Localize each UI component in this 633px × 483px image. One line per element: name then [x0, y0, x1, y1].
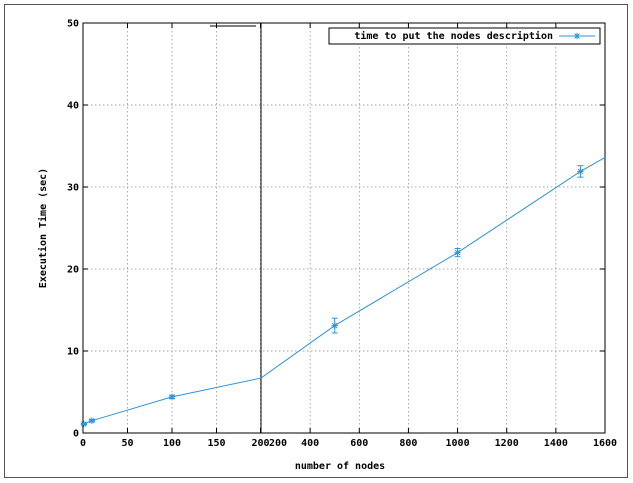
- x-tick-label: 1000: [446, 438, 470, 449]
- y-tick-label: 10: [67, 347, 79, 358]
- data-point: [80, 420, 88, 428]
- x-tick-label: 50: [121, 438, 133, 449]
- legend-box: [328, 27, 601, 45]
- series-line: [83, 157, 606, 425]
- data-point: [88, 417, 96, 424]
- data-point: [168, 393, 176, 401]
- x-tick-label: 1200: [495, 438, 519, 449]
- x-axis-label: number of nodes: [295, 461, 385, 472]
- marker-stroke: [577, 168, 584, 175]
- x-tick-label: 100: [163, 438, 181, 449]
- legend-marker-glyph: [573, 32, 581, 40]
- chart-frame: [4, 4, 628, 478]
- y-tick-label: 20: [67, 265, 79, 276]
- x-tick-label: 200: [251, 438, 269, 449]
- data-point: [331, 322, 338, 329]
- x-tick-label: 200: [269, 438, 287, 449]
- marker-stroke: [574, 33, 580, 39]
- grid: [82, 23, 606, 433]
- x-tick-label: 1400: [544, 438, 568, 449]
- marker-stroke: [89, 417, 95, 424]
- plot-border: [82, 22, 606, 434]
- legend-marker: [573, 32, 581, 40]
- y-tick-label: 50: [67, 19, 79, 30]
- data-point: [454, 249, 461, 256]
- axes: 0 10 20 30 40 50 0 50 100 150 200 200 400 600 800 1000 1…: [67, 19, 617, 450]
- marker-stroke: [81, 421, 87, 427]
- x-tick-label: 0: [80, 438, 86, 449]
- x-tick-label: 400: [301, 438, 319, 449]
- data-point: [577, 168, 584, 175]
- marker-stroke: [169, 394, 175, 400]
- x-tick-label: 150: [207, 438, 225, 449]
- y-tick-label: 40: [67, 101, 79, 112]
- y-axis-label: Execution Time (sec): [37, 168, 49, 288]
- marker-stroke: [331, 322, 338, 329]
- y-tick-label: 0: [73, 429, 79, 440]
- legend-label: time to put the nodes description: [354, 30, 553, 42]
- x-tick-label: 1600: [593, 438, 617, 449]
- x-tick-label: 800: [399, 438, 417, 449]
- legend: time to put the nodes description: [328, 27, 601, 45]
- x-tick-label: 600: [350, 438, 368, 449]
- series-layer: [80, 157, 606, 428]
- marker-stroke: [454, 249, 461, 256]
- y-tick-label: 30: [67, 183, 79, 194]
